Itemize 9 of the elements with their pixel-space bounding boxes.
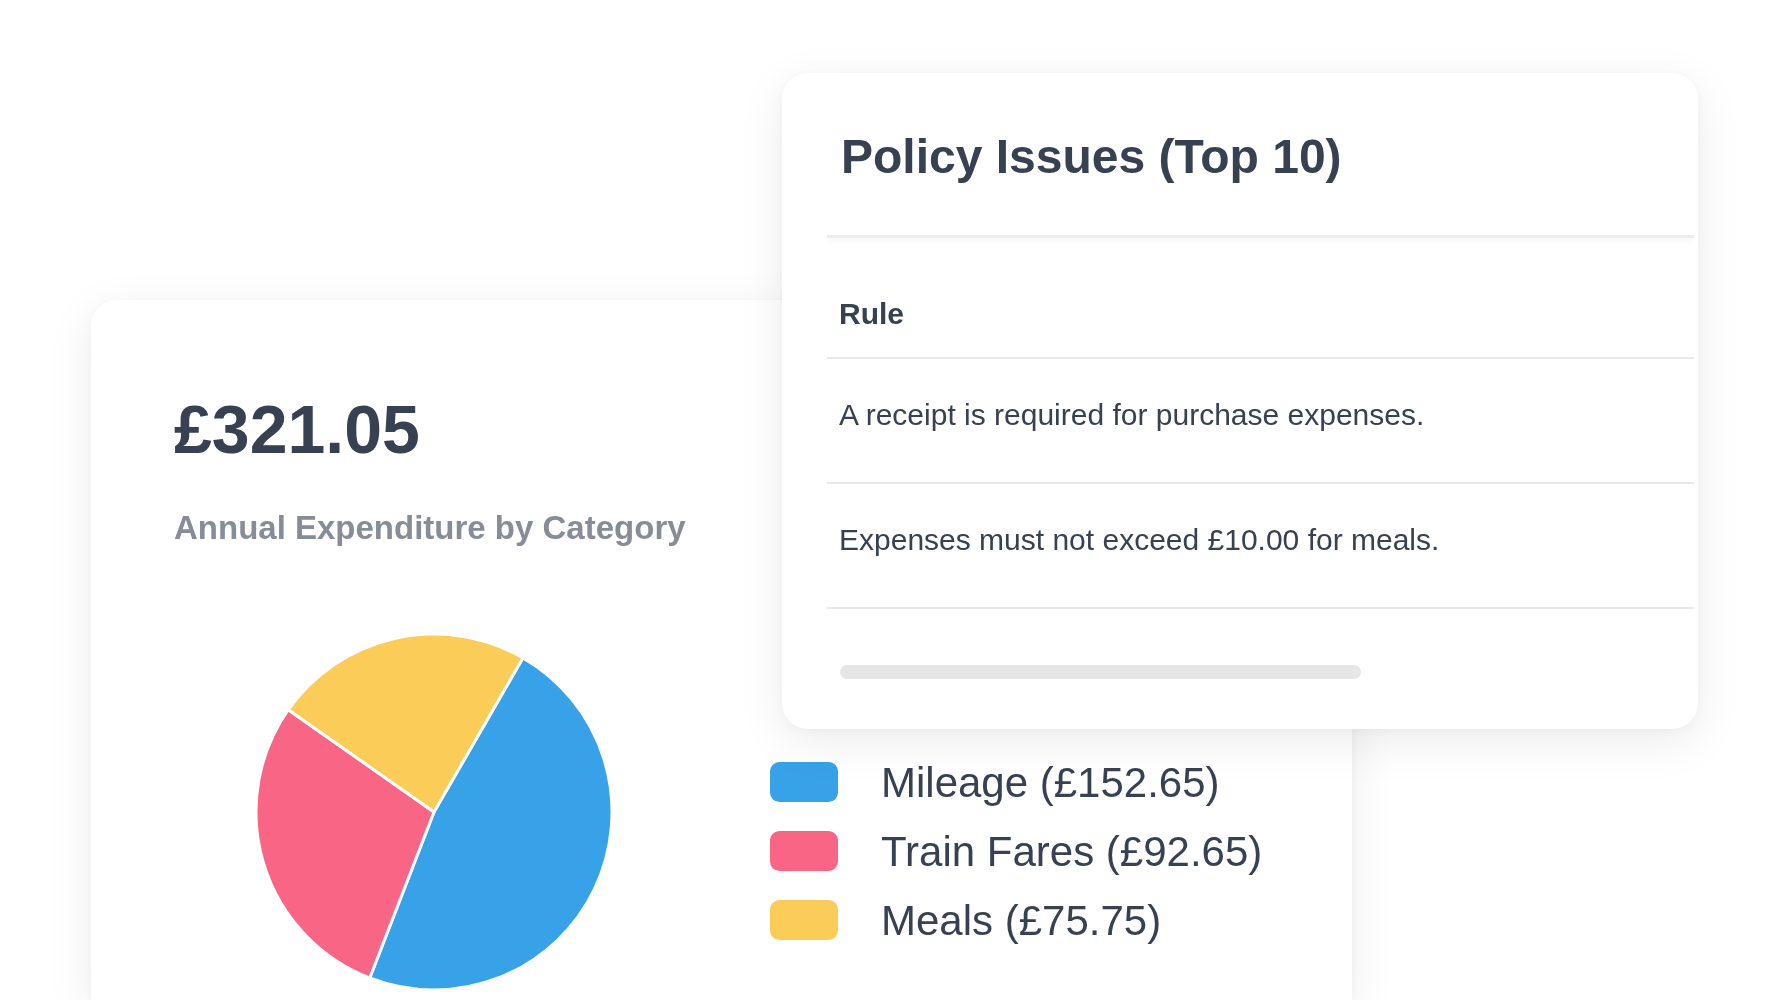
legend-label: Train Fares (£92.65)	[881, 827, 1263, 875]
text: Policy Issues (Top 10)	[841, 129, 1342, 186]
chart-title: £321.05	[174, 391, 420, 467]
text: A receipt is required for purchase expenses.	[839, 397, 1425, 433]
text: Rule	[839, 296, 905, 332]
chart-subtitle: Annual Expenditure by Category	[174, 508, 687, 546]
text: Expenses must not exceed £10.00 for meals.	[839, 522, 1440, 558]
legend-label: Meals (£75.75)	[881, 896, 1162, 944]
legend-label: Mileage (£152.65)	[881, 758, 1220, 806]
